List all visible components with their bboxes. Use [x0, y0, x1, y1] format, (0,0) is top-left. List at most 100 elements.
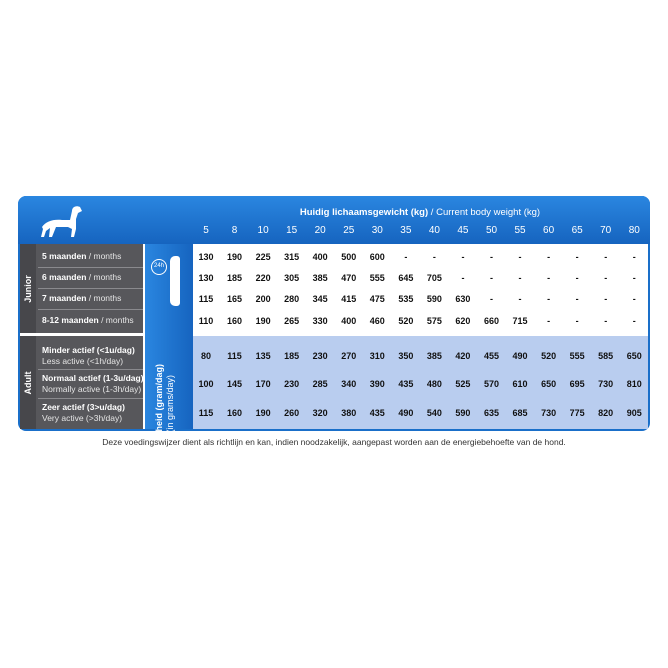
weight-header: 25	[343, 225, 355, 236]
table-cell: -	[575, 294, 579, 304]
table-cell: 165	[227, 294, 243, 304]
table-cell: 400	[341, 316, 357, 326]
table-cell: -	[632, 294, 636, 304]
junior-panel	[20, 244, 143, 333]
row-label: 7 maanden / months	[42, 293, 121, 304]
table-cell: 135	[255, 351, 271, 361]
table-cell: 100	[198, 379, 214, 389]
row-label: Minder actief (<1u/dag) Less active (<1h/…	[42, 345, 135, 367]
row-divider	[38, 369, 143, 370]
adult-values-bg	[193, 336, 648, 429]
table-cell: -	[604, 316, 608, 326]
weight-header: 15	[286, 225, 298, 236]
weight-header: 30	[371, 225, 383, 236]
weight-header: 40	[428, 225, 440, 236]
table-cell: -	[575, 316, 579, 326]
group-strip	[20, 336, 36, 429]
table-cell: 80	[200, 351, 211, 361]
table-cell: 520	[541, 351, 557, 361]
table-cell: 490	[398, 408, 414, 418]
row-label-main: 5 maanden	[42, 251, 87, 261]
table-cell: -	[632, 252, 636, 262]
row-label: 6 maanden / months	[42, 272, 121, 283]
header-text: Huidig lichaamsgewicht (kg) / Current bo…	[200, 207, 640, 218]
table-cell: 535	[398, 294, 414, 304]
table-cell: -	[547, 316, 551, 326]
row-divider	[38, 397, 143, 399]
row-label-main: 8-12 maanden	[42, 315, 99, 325]
table-cell: 160	[227, 316, 243, 326]
table-cell: 260	[284, 408, 300, 418]
table-cell: 585	[598, 351, 614, 361]
table-cell: 200	[255, 294, 271, 304]
row-label: 5 maanden / months	[42, 251, 121, 262]
table-cell: 810	[626, 379, 642, 389]
table-cell: 420	[455, 351, 471, 361]
table-cell: 555	[369, 273, 385, 283]
table-cell: -	[490, 273, 493, 283]
weight-header: 60	[543, 225, 555, 236]
table-cell: 455	[483, 351, 500, 361]
table-cell: 340	[341, 379, 357, 389]
table-cell: 685	[512, 408, 528, 418]
table-cell: 730	[541, 408, 557, 418]
table-cell: 320	[312, 408, 328, 418]
table-cell: -	[632, 316, 636, 326]
table-cell: 575	[426, 316, 442, 326]
group-strip	[20, 244, 36, 333]
table-cell: 265	[284, 316, 300, 326]
table-cell: 540	[426, 408, 442, 418]
table-cell: 460	[369, 316, 385, 326]
table-cell: -	[518, 294, 522, 304]
table-cell: 645	[398, 273, 414, 283]
row-label-sub: / months	[88, 272, 122, 282]
table-cell: 220	[255, 273, 271, 283]
row-label-main: 7 maanden	[42, 293, 87, 303]
table-cell: 280	[284, 294, 300, 304]
table-cell: 110	[198, 316, 214, 326]
table-cell: 185	[284, 351, 300, 361]
table-cell: 620	[455, 316, 471, 326]
row-label-sub: / months	[88, 251, 122, 261]
table-cell: 715	[512, 316, 528, 326]
dog-icon	[41, 206, 82, 237]
row-label: Zeer actief (3>u/dag) Very active (>3h/da…	[42, 402, 125, 424]
row-label-sub: Very active (>3h/day)	[42, 413, 123, 423]
table-cell: 650	[541, 379, 557, 389]
table-cell: 115	[198, 408, 214, 418]
table-cell: 380	[341, 408, 357, 418]
table-cell: -	[604, 252, 608, 262]
table-cell: 905	[626, 408, 642, 418]
weight-header: 45	[457, 225, 469, 236]
header-subtitle: Current body weight (kg)	[436, 207, 541, 218]
table-cell: 630	[455, 294, 471, 304]
row-label: Normaal actief (1-3u/dag) Normally active…	[42, 373, 144, 395]
adult-panel	[20, 336, 143, 429]
table-cell: 115	[227, 351, 242, 361]
table-cell: 490	[512, 351, 528, 361]
header-band	[18, 196, 650, 244]
table-cell: 190	[255, 316, 271, 326]
table-cell: 475	[369, 294, 385, 304]
row-label-main: Normaal actief (1-3u/dag)	[42, 373, 144, 383]
table-cell: 390	[369, 379, 385, 389]
table-cell: 500	[341, 252, 357, 262]
header-title: Huidig lichaamsgewicht (kg)	[299, 207, 429, 218]
table-cell: 525	[455, 379, 471, 389]
table-cell: 730	[598, 379, 614, 389]
table-cell: -	[547, 294, 551, 304]
weight-header: 80	[628, 225, 640, 236]
row-divider	[38, 287, 143, 289]
weight-header: 8	[231, 225, 238, 236]
row-label-sub: Less active (<1h/day)	[42, 356, 124, 366]
table-cell: 190	[255, 408, 271, 418]
row-label-sub: Normally active (1-3h/day)	[42, 384, 142, 394]
table-cell: -	[518, 273, 522, 283]
header-separator: /	[430, 207, 434, 218]
weight-header: 65	[571, 225, 583, 236]
group-label: Junior	[23, 274, 33, 303]
table-cell: 635	[483, 408, 500, 418]
side-icon: 24h	[151, 259, 167, 275]
table-cell: 145	[227, 379, 243, 389]
table-cell: 660	[483, 316, 500, 326]
